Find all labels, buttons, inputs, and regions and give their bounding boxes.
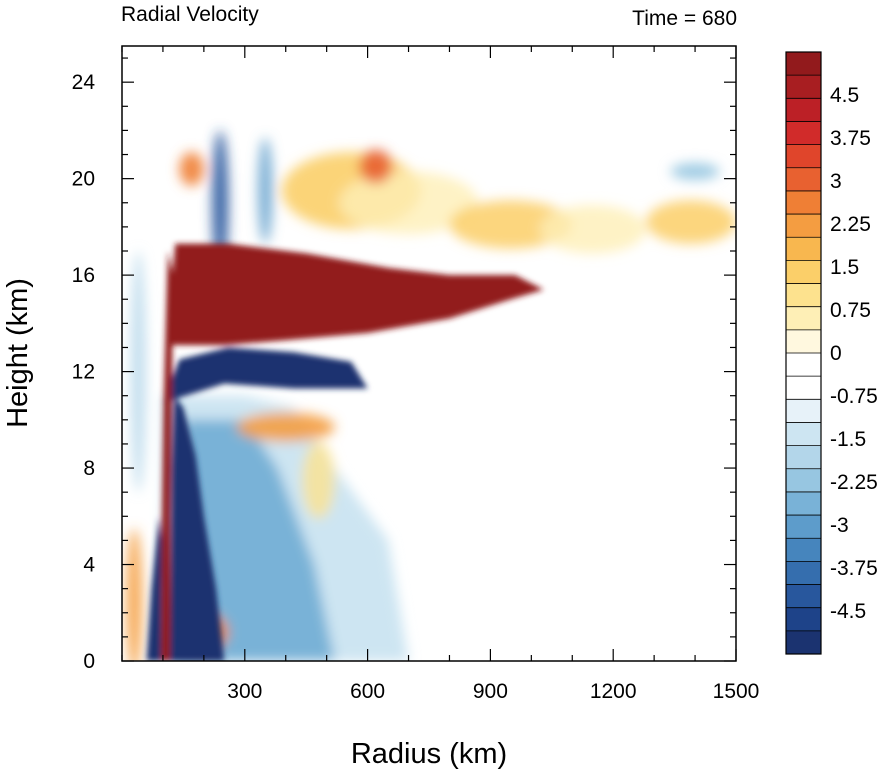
colorbar-label: -0.75 [830, 385, 878, 408]
colorbar-segment [786, 538, 821, 562]
colorbar-segment [786, 491, 821, 516]
colorbar-label: -3 [830, 514, 849, 537]
plot-frame [121, 45, 737, 662]
colorbar-segment [786, 144, 821, 169]
x-tick-label: 300 [227, 680, 262, 703]
colorbar-segment [786, 75, 821, 99]
y-tick-label: 8 [83, 457, 95, 480]
left-orange-streak [126, 528, 143, 661]
colorbar-segment [786, 353, 821, 377]
colorbar-label: 3.75 [830, 127, 871, 150]
y-tick-label: 0 [83, 650, 95, 673]
colorbar-segment [786, 399, 821, 423]
upper-band-2 [338, 171, 479, 235]
chart-title-right: Time = 680 [632, 7, 737, 30]
colorbar-segment [786, 214, 821, 238]
colorbar-segment [786, 306, 821, 331]
upper-blue-streak-1 [212, 130, 229, 276]
inflow-below-outflow [162, 347, 368, 403]
colorbar-label: 0.75 [830, 299, 871, 322]
upper-red-spot [359, 149, 393, 184]
y-tick-label: 20 [72, 168, 95, 191]
colorbar-label: 1.5 [830, 256, 859, 279]
colorbar-segment [786, 98, 821, 122]
colorbar-segment [786, 607, 821, 632]
x-axis-ticks: 300 600 900 1200 1500 [121, 46, 760, 703]
colorbar-segment [786, 52, 821, 76]
lower-inflow-core [170, 395, 225, 661]
colorbar-segment [786, 422, 821, 447]
colorbar-segment [786, 445, 821, 470]
colorbar: 4.5 3.75 3 2.25 1.5 0.75 0 -0.75 -1.5 -2.25 -3 -3.7… [785, 51, 878, 655]
colorbar-segment [786, 167, 821, 192]
colorbar-segment [786, 283, 821, 308]
velocity-field [126, 130, 736, 661]
colorbar-segment [786, 376, 821, 400]
colorbar-label: -3.75 [830, 557, 878, 580]
upper-blue-streak-2 [257, 137, 273, 244]
colorbar-label: -1.5 [830, 428, 866, 451]
y-tick-label: 4 [83, 554, 95, 577]
x-tick-label: 600 [350, 680, 385, 703]
colorbar-label: 3 [830, 170, 842, 193]
colorbar-label: -4.5 [830, 600, 866, 623]
upper-band-4 [539, 205, 646, 254]
upper-blue-band [670, 162, 720, 180]
y-tick-label: 12 [72, 361, 95, 384]
left-blue-streak [131, 251, 146, 493]
x-tick-label: 900 [473, 680, 508, 703]
mid-orange-band [236, 412, 335, 442]
colorbar-segment [786, 237, 821, 261]
upper-red-spot-left [179, 152, 204, 186]
upper-outflow [167, 243, 544, 346]
left-blue-column [146, 516, 162, 661]
colorbar-label: 2.25 [830, 213, 871, 236]
colorbar-segment [786, 190, 821, 215]
x-axis-title: Radius (km) [351, 738, 507, 770]
colorbar-frame [785, 51, 822, 655]
colorbar-segment [786, 561, 821, 585]
colorbar-segment [786, 329, 821, 354]
y-tick-label: 24 [72, 71, 96, 94]
y-tick-label: 16 [72, 264, 95, 287]
y-axis-ticks: 0 4 8 12 16 20 24 [72, 57, 736, 673]
colorbar-label: 4.5 [830, 84, 859, 107]
eyewall-updraft-column [160, 251, 174, 661]
colorbar-label: 0 [830, 342, 842, 365]
colorbar-label: -2.25 [830, 471, 878, 494]
colorbar-segment [786, 260, 821, 284]
core-features [146, 243, 544, 661]
colorbar-segment [786, 584, 821, 609]
colorbar-segment [786, 121, 821, 146]
upper-band-3 [449, 200, 573, 249]
mid-yellow-blob [302, 441, 335, 519]
x-tick-label: 1200 [590, 680, 637, 703]
colorbar-segment [786, 630, 821, 655]
chart-title-left: Radial Velocity [121, 3, 259, 26]
x-tick-label: 1500 [713, 680, 760, 703]
y-axis-title: Height (km) [2, 278, 34, 428]
colorbar-segment [786, 515, 821, 539]
upper-band-5 [645, 200, 736, 244]
colorbar-segment [786, 468, 821, 493]
